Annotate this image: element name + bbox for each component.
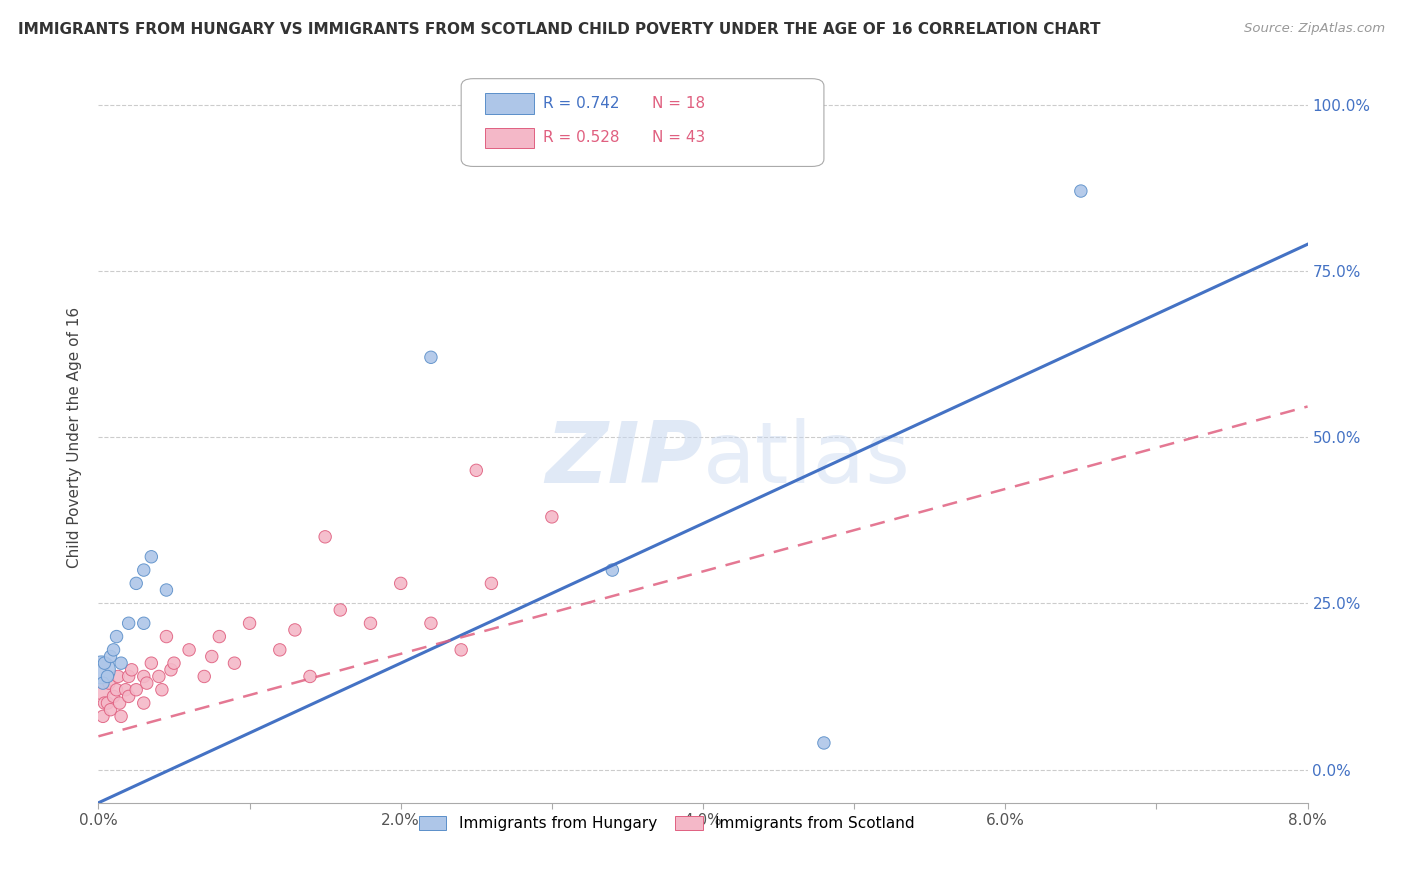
Point xyxy=(132,696,155,710)
Point xyxy=(389,576,412,591)
Point xyxy=(93,656,115,670)
Point xyxy=(96,669,118,683)
Point xyxy=(108,696,131,710)
Point xyxy=(420,616,443,631)
Point xyxy=(103,690,125,704)
Y-axis label: Child Poverty Under the Age of 16: Child Poverty Under the Age of 16 xyxy=(67,307,83,567)
FancyBboxPatch shape xyxy=(485,128,534,148)
Point xyxy=(141,549,163,564)
Point xyxy=(103,643,125,657)
Point xyxy=(224,656,246,670)
Point xyxy=(148,669,170,683)
Text: N = 43: N = 43 xyxy=(652,130,706,145)
Point xyxy=(208,630,231,644)
Point xyxy=(481,576,503,591)
Point xyxy=(193,669,215,683)
Point xyxy=(179,643,201,657)
Point xyxy=(269,643,291,657)
Point xyxy=(420,351,443,365)
Point xyxy=(163,656,186,670)
Text: R = 0.742: R = 0.742 xyxy=(543,96,620,111)
Point xyxy=(450,643,472,657)
Point xyxy=(155,582,177,597)
Point xyxy=(118,690,141,704)
Text: N = 18: N = 18 xyxy=(652,96,706,111)
Point xyxy=(107,669,129,683)
Point xyxy=(132,669,155,683)
Point xyxy=(284,623,307,637)
FancyBboxPatch shape xyxy=(461,78,824,167)
Point xyxy=(90,682,112,697)
Text: Source: ZipAtlas.com: Source: ZipAtlas.com xyxy=(1244,22,1385,36)
Point xyxy=(91,676,114,690)
Point xyxy=(239,616,262,631)
Point xyxy=(360,616,382,631)
Point xyxy=(90,663,112,677)
Point xyxy=(100,649,122,664)
Point xyxy=(314,530,336,544)
Point xyxy=(1070,184,1092,198)
Point xyxy=(132,616,155,631)
Text: ZIP: ZIP xyxy=(546,417,703,500)
Point xyxy=(93,696,115,710)
Point xyxy=(96,696,118,710)
Point xyxy=(299,669,322,683)
Point xyxy=(813,736,835,750)
Point xyxy=(125,576,148,591)
Point xyxy=(135,676,157,690)
FancyBboxPatch shape xyxy=(485,94,534,114)
Legend: Immigrants from Hungary, Immigrants from Scotland: Immigrants from Hungary, Immigrants from… xyxy=(412,809,922,839)
Point xyxy=(100,703,122,717)
Point xyxy=(602,563,624,577)
Text: R = 0.528: R = 0.528 xyxy=(543,130,620,145)
Point xyxy=(105,630,128,644)
Text: IMMIGRANTS FROM HUNGARY VS IMMIGRANTS FROM SCOTLAND CHILD POVERTY UNDER THE AGE : IMMIGRANTS FROM HUNGARY VS IMMIGRANTS FR… xyxy=(18,22,1101,37)
Point xyxy=(125,682,148,697)
Point xyxy=(110,656,132,670)
Point xyxy=(201,649,224,664)
Point xyxy=(98,676,121,690)
Point xyxy=(118,669,141,683)
Point xyxy=(132,563,155,577)
Point xyxy=(121,663,143,677)
Point xyxy=(540,509,562,524)
Point xyxy=(105,682,128,697)
Point xyxy=(141,656,163,670)
Point xyxy=(465,463,488,477)
Point xyxy=(114,682,136,697)
Point xyxy=(118,616,141,631)
Text: atlas: atlas xyxy=(703,417,911,500)
Point xyxy=(150,682,173,697)
Point xyxy=(155,630,177,644)
Point xyxy=(110,709,132,723)
Point xyxy=(91,709,114,723)
Point xyxy=(160,663,183,677)
Point xyxy=(329,603,352,617)
